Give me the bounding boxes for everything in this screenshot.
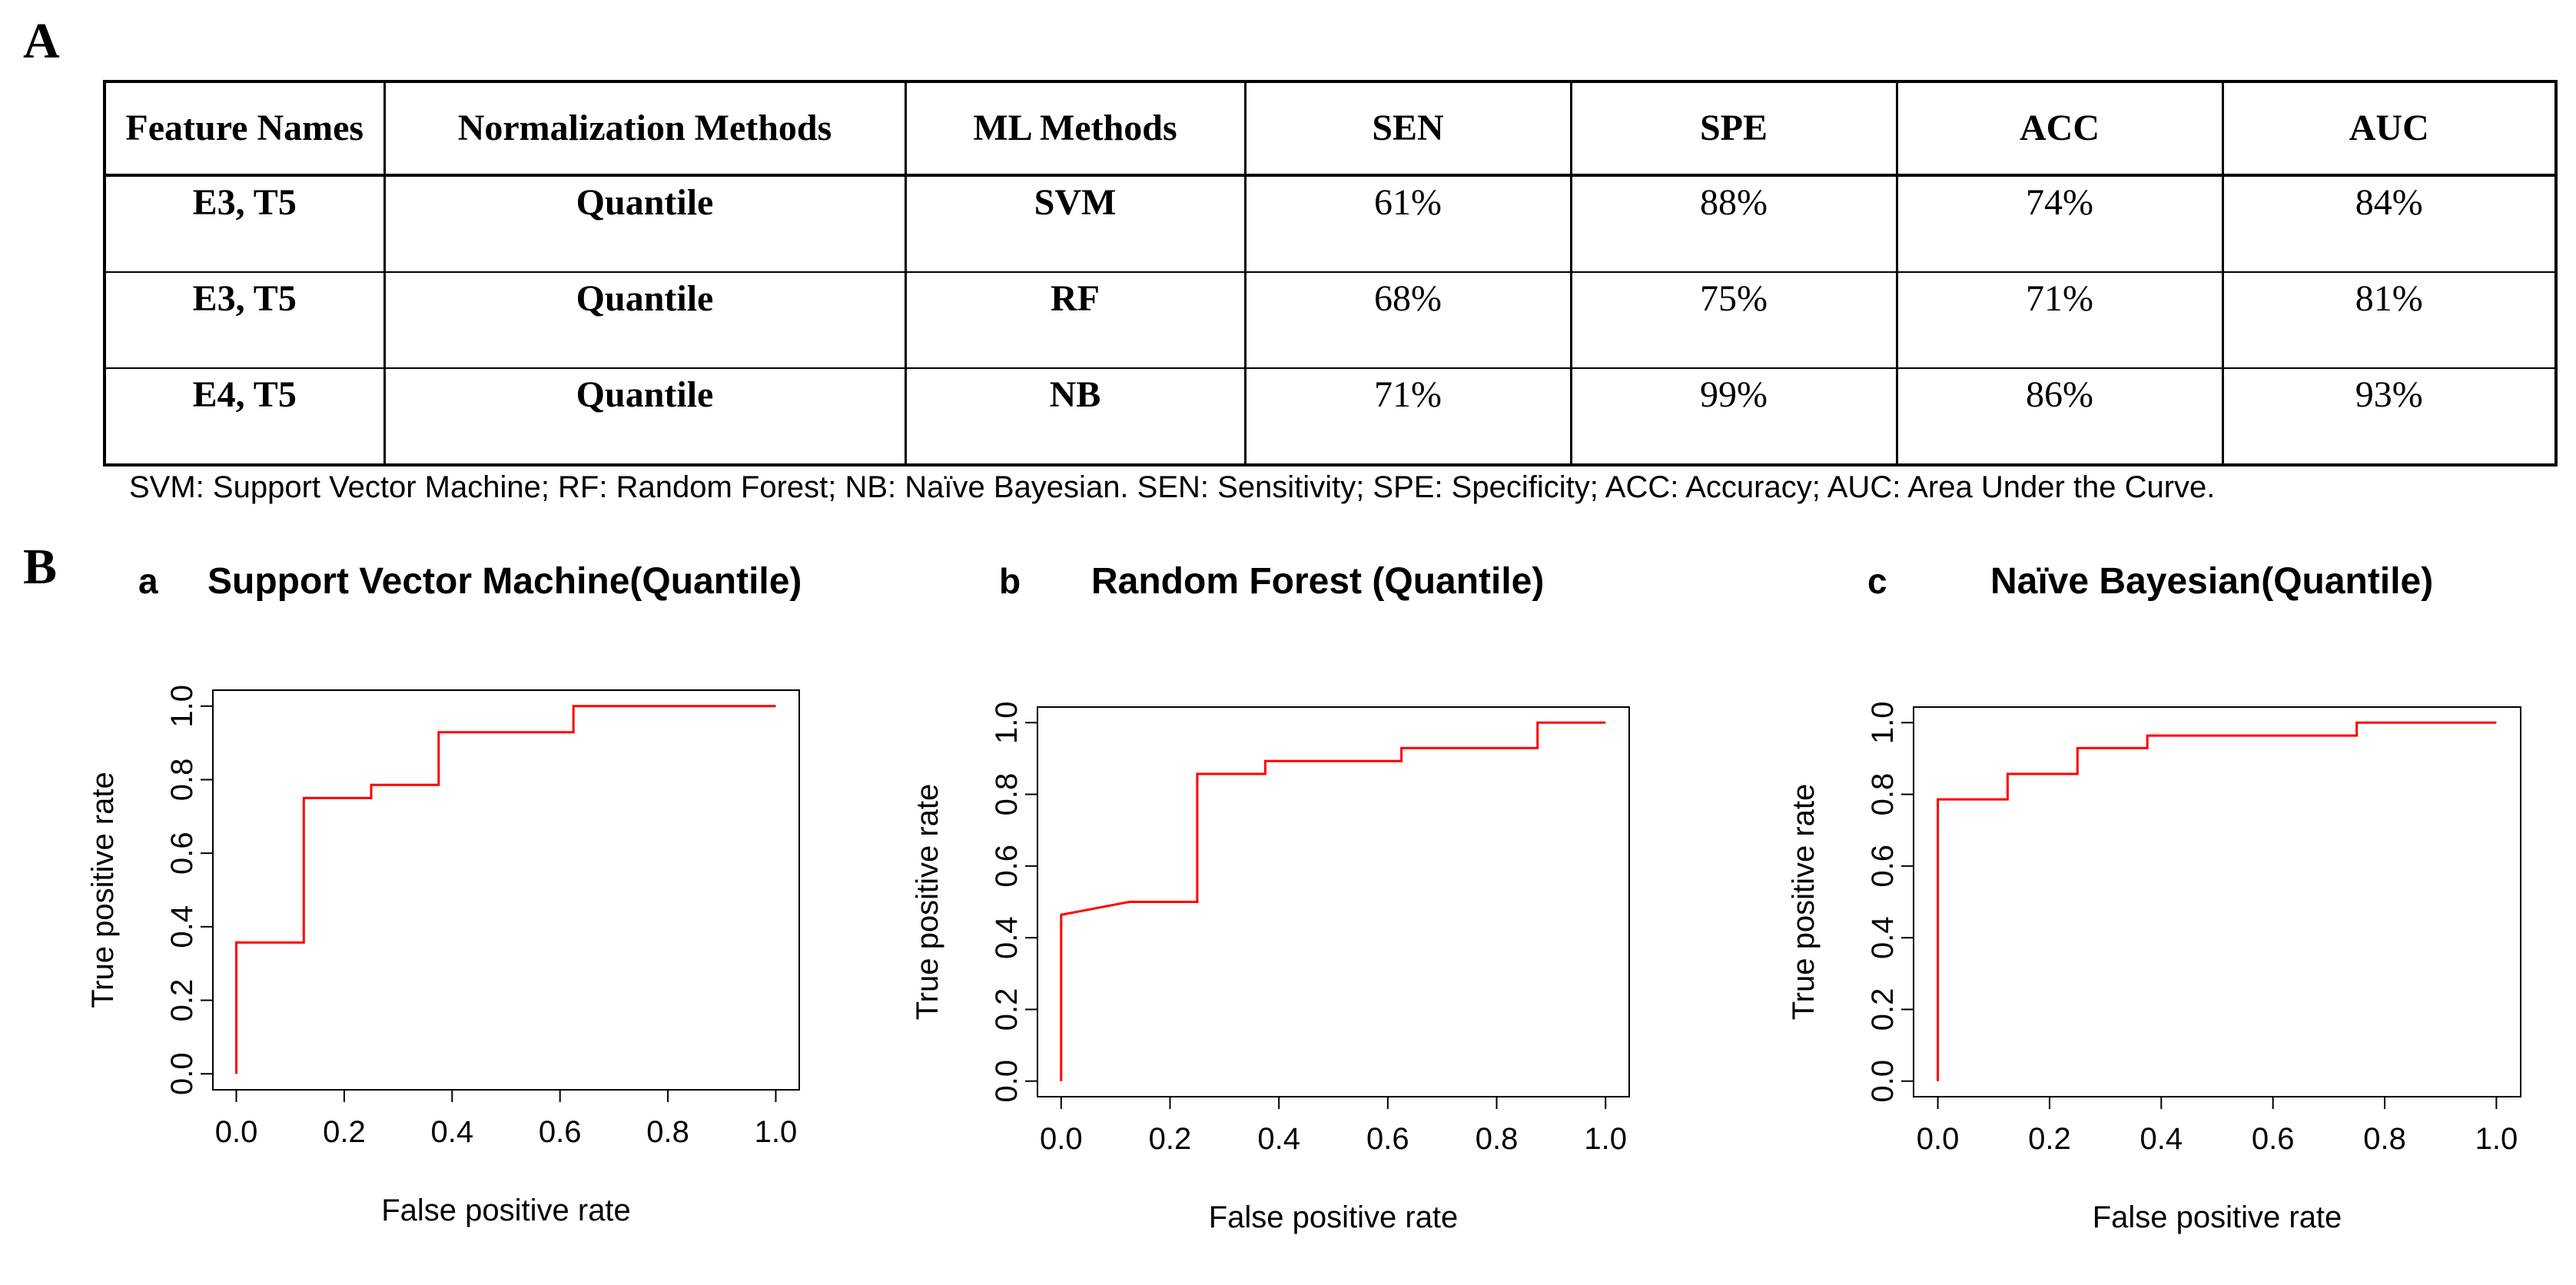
- x-tick-label: 0.4: [430, 1115, 473, 1149]
- x-tick-label: 0.8: [646, 1115, 689, 1149]
- cell-ml-method: SVM: [904, 175, 1247, 273]
- table-row: E3, T5 Quantile SVM 61% 88% 74% 84%: [103, 175, 2558, 273]
- x-tick-label: 0.6: [539, 1115, 582, 1149]
- cell-auc: 84%: [2221, 175, 2558, 273]
- y-tick-label: 0.2: [990, 988, 1024, 1031]
- plot-frame: [1037, 706, 1630, 1097]
- y-tick-label: 1.0: [990, 701, 1024, 744]
- header-feature-names: Feature Names: [103, 81, 386, 177]
- cell-acc: 71%: [1895, 272, 2224, 369]
- x-axis-label: False positive rate: [381, 1194, 631, 1227]
- cell-sen: 68%: [1243, 272, 1572, 369]
- header-spe: SPE: [1569, 81, 1898, 177]
- cell-normalization: Quantile: [383, 175, 907, 273]
- subplot-letter: a: [138, 561, 158, 601]
- x-tick-label: 0.4: [1257, 1122, 1300, 1156]
- x-tick-label: 0.2: [2028, 1122, 2071, 1156]
- cell-feature: E4, T5: [103, 368, 386, 466]
- header-ml-methods: ML Methods: [904, 81, 1247, 177]
- y-tick-label: 0.8: [165, 759, 199, 802]
- y-tick-label: 0.6: [1866, 845, 1900, 888]
- header-auc: AUC: [2221, 81, 2558, 177]
- roc-plot-nb: c Naïve Bayesian(Quantile) 0.0 0.2 0.4 0.6 0.8…: [1787, 561, 2521, 1234]
- panel-b-label: B: [23, 539, 58, 595]
- y-tick-label: 0.0: [990, 1060, 1024, 1103]
- plot-title: Random Forest (Quantile): [1091, 561, 1544, 602]
- y-tick-label: 0.6: [990, 845, 1024, 888]
- y-axis-label: True positive rate: [1787, 784, 1821, 1021]
- results-table: Feature Names Normalization Methods ML M…: [103, 80, 2558, 467]
- x-tick-label: 0.0: [1040, 1122, 1083, 1156]
- cell-auc: 81%: [2221, 272, 2558, 369]
- subplot-letter: b: [999, 561, 1021, 601]
- cell-spe: 75%: [1569, 272, 1898, 369]
- x-tick-label: 0.0: [215, 1115, 258, 1149]
- x-tick-label: 0.0: [1917, 1122, 1960, 1156]
- x-tick-label: 0.2: [323, 1115, 366, 1149]
- table-row: E4, T5 Quantile NB 71% 99% 86% 93%: [103, 368, 2558, 466]
- y-tick-label: 0.8: [1866, 773, 1900, 816]
- cell-feature: E3, T5: [103, 175, 386, 273]
- roc-curve-line: [1937, 721, 2497, 1081]
- x-tick-label: 0.6: [2252, 1122, 2295, 1156]
- roc-curve-line: [235, 705, 776, 1074]
- cell-spe: 99%: [1569, 368, 1898, 466]
- plot-title: Support Vector Machine(Quantile): [207, 561, 802, 602]
- cell-sen: 61%: [1243, 175, 1572, 273]
- cell-acc: 74%: [1895, 175, 2224, 273]
- x-tick-label: 1.0: [1584, 1122, 1627, 1156]
- roc-plot-rf: b Random Forest (Quantile) 0.0 0.2 0.4 0.6 0.8…: [911, 561, 1630, 1234]
- y-tick-label: 0.4: [165, 905, 199, 948]
- roc-plot-svm: a Support Vector Machine(Quantile) 0.0 0.2 0…: [86, 561, 802, 1227]
- x-tick-label: 0.4: [2140, 1122, 2183, 1156]
- subplot-letter: c: [1867, 561, 1887, 601]
- y-tick-label: 0.4: [1866, 916, 1900, 959]
- y-axis-label: True positive rate: [911, 784, 944, 1021]
- y-tick-label: 0.2: [1866, 988, 1900, 1031]
- table-row: E3, T5 Quantile RF 68% 75% 71% 81%: [103, 272, 2558, 369]
- panel-a-label: A: [23, 13, 60, 69]
- cell-feature: E3, T5: [103, 272, 386, 369]
- y-tick-label: 1.0: [1866, 701, 1900, 744]
- y-tick-label: 0.2: [165, 979, 199, 1022]
- cell-normalization: Quantile: [383, 272, 907, 369]
- header-sen: SEN: [1243, 81, 1572, 177]
- plot-title: Naïve Bayesian(Quantile): [1990, 561, 2433, 602]
- y-tick-label: 0.8: [990, 773, 1024, 816]
- table-caption: SVM: Support Vector Machine; RF: Random …: [129, 470, 2216, 504]
- x-axis-label: False positive rate: [1209, 1200, 1459, 1234]
- plot-frame: [1913, 706, 2521, 1097]
- x-tick-label: 0.8: [2363, 1122, 2406, 1156]
- y-tick-label: 0.0: [1866, 1060, 1900, 1103]
- cell-auc: 93%: [2221, 368, 2558, 466]
- cell-sen: 71%: [1243, 368, 1572, 466]
- header-acc: ACC: [1895, 81, 2224, 177]
- cell-acc: 86%: [1895, 368, 2224, 466]
- y-axis-label: True positive rate: [86, 772, 120, 1008]
- cell-normalization: Quantile: [383, 368, 907, 466]
- cell-ml-method: NB: [904, 368, 1247, 466]
- plot-frame: [212, 689, 800, 1091]
- y-tick-label: 0.0: [165, 1052, 199, 1095]
- x-axis-label: False positive rate: [2093, 1200, 2342, 1234]
- cell-spe: 88%: [1569, 175, 1898, 273]
- cell-ml-method: RF: [904, 272, 1247, 369]
- roc-curve-line: [1060, 721, 1606, 1081]
- x-tick-label: 0.6: [1366, 1122, 1409, 1156]
- y-tick-label: 0.4: [990, 916, 1024, 959]
- x-tick-label: 0.8: [1476, 1122, 1519, 1156]
- x-tick-label: 0.2: [1149, 1122, 1192, 1156]
- x-tick-label: 1.0: [2475, 1122, 2518, 1156]
- header-normalization-methods: Normalization Methods: [383, 81, 907, 177]
- y-tick-label: 0.6: [165, 832, 199, 875]
- y-tick-label: 1.0: [165, 685, 199, 728]
- table-header-row: Feature Names Normalization Methods ML M…: [103, 81, 2558, 177]
- x-tick-label: 1.0: [755, 1115, 798, 1149]
